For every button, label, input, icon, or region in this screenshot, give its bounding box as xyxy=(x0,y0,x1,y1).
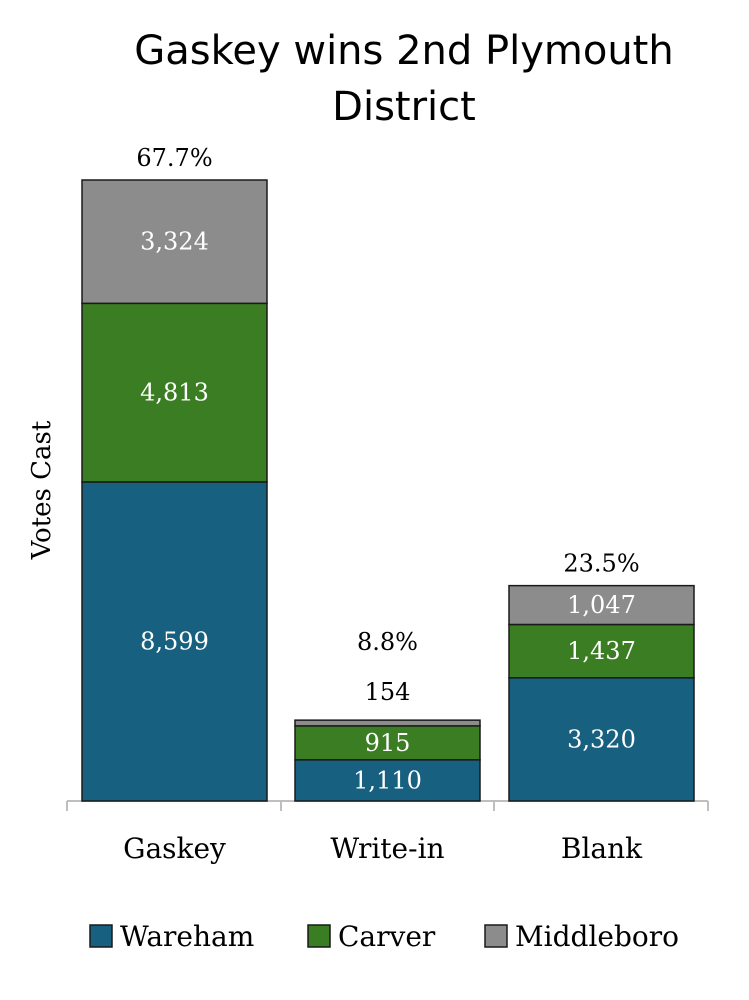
legend-label-carver: Carver xyxy=(338,920,436,953)
bar-segment-middleboro-write-in xyxy=(294,719,481,727)
data-label: 3,320 xyxy=(567,725,636,753)
bar-segment-wareham-gaskey xyxy=(81,481,268,802)
data-label: 8,599 xyxy=(140,627,209,655)
total-percent-label: 67.7% xyxy=(136,144,212,172)
bar-segment-carver-blank xyxy=(508,623,695,679)
legend-swatch-carver xyxy=(307,924,331,948)
data-label: 1,047 xyxy=(567,591,636,619)
data-label: 4,813 xyxy=(140,379,209,407)
category-label: Write-in xyxy=(330,832,444,865)
bar-segment-middleboro-blank xyxy=(508,584,695,626)
bar-segment-middleboro-gaskey xyxy=(81,179,268,305)
legend-label-wareham: Wareham xyxy=(120,920,254,953)
chart-title-line-1: Gaskey wins 2nd Plymouth xyxy=(134,28,673,74)
bar-segment-carver-gaskey xyxy=(81,302,268,483)
data-label: 154 xyxy=(365,678,411,706)
data-label: 1,437 xyxy=(567,637,636,665)
data-label: 915 xyxy=(365,729,411,757)
category-label: Blank xyxy=(561,832,643,865)
data-label: 3,324 xyxy=(140,228,209,256)
data-label: 1,110 xyxy=(353,766,422,794)
chart-title-line-2: District xyxy=(332,84,476,130)
legend-swatch-wareham xyxy=(89,924,113,948)
legend-label-middleboro: Middleboro xyxy=(515,920,679,953)
y-axis-label: Votes Cast xyxy=(27,420,57,560)
category-label: Gaskey xyxy=(123,832,226,865)
total-percent-label: 23.5% xyxy=(563,550,639,578)
legend-swatch-middleboro xyxy=(484,924,508,948)
total-percent-label: 8.8% xyxy=(357,628,418,656)
